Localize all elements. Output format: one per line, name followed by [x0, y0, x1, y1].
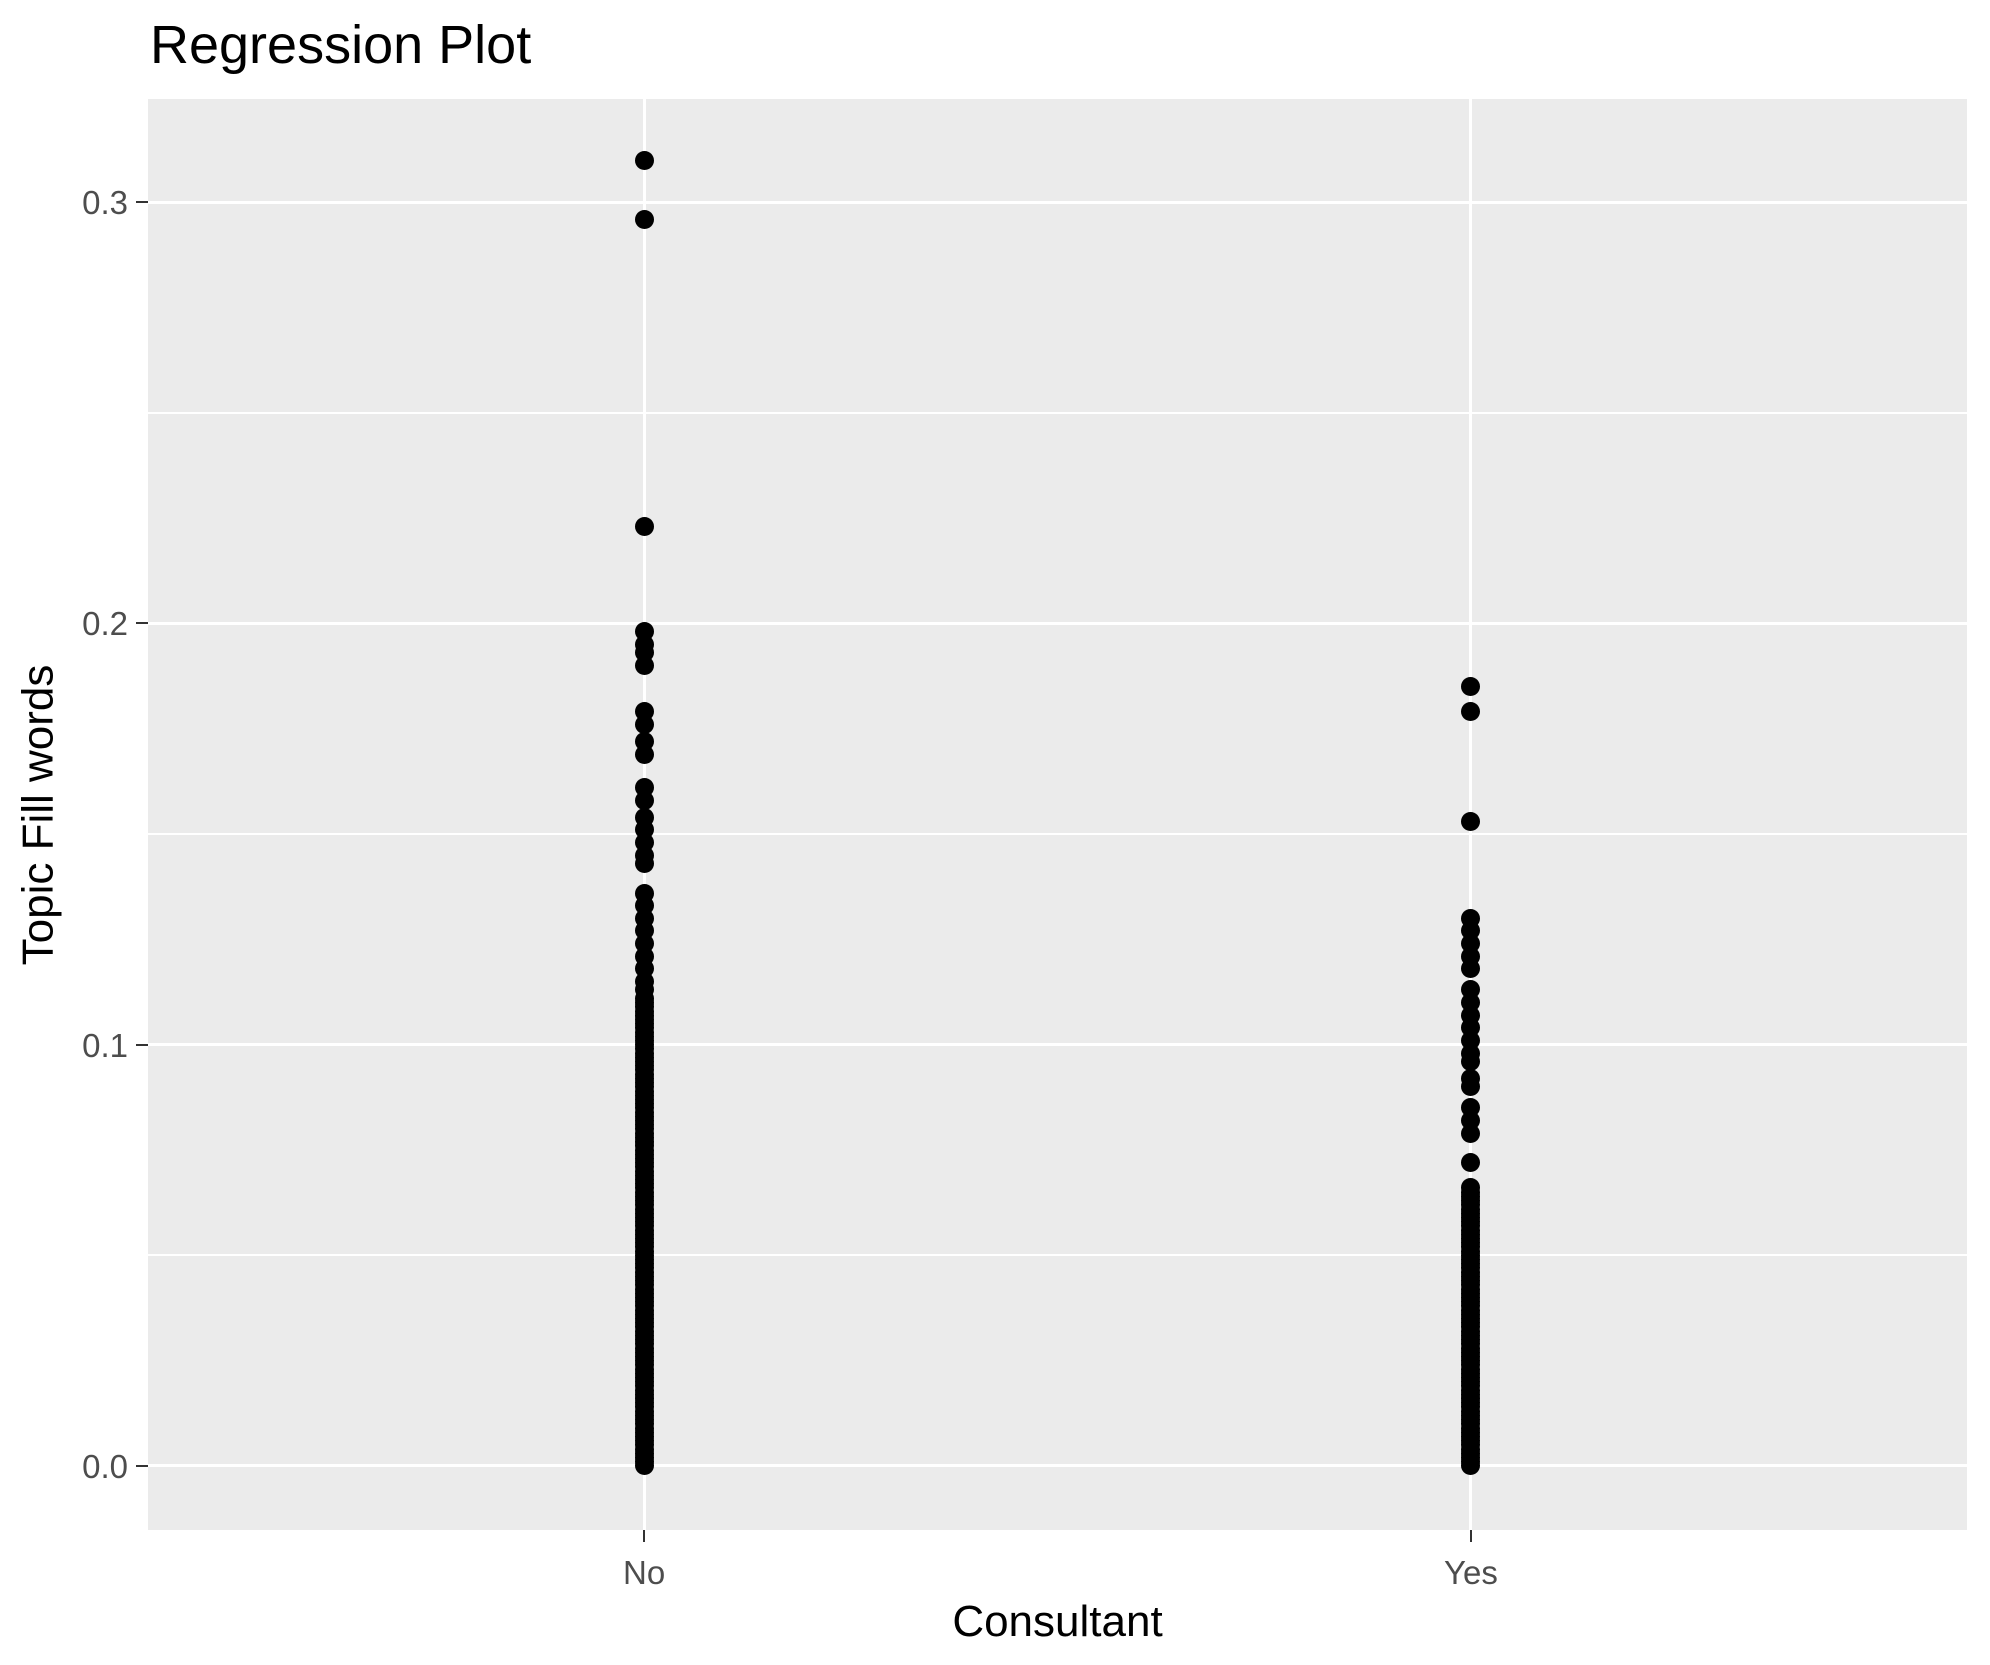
gridline-minor-y-0.15: [148, 833, 1967, 836]
x-axis-tick: [1469, 1530, 1472, 1542]
x-axis-title: Consultant: [952, 1597, 1163, 1646]
data-point: [634, 656, 654, 676]
gridline-minor-y-0.05: [148, 1254, 1967, 1257]
chart-title: Regression Plot: [150, 15, 532, 75]
x-axis-tick: [643, 1530, 646, 1542]
y-axis-title: Topic Fill words: [12, 664, 62, 965]
gridline-major-y-0.1: [148, 1043, 1967, 1047]
y-tick-label: 0.1: [82, 1026, 128, 1064]
gridline-major-y-0.0: [148, 1464, 1967, 1468]
data-point: [634, 517, 654, 537]
y-axis-tick: [136, 201, 148, 204]
data-point: [1461, 959, 1481, 979]
data-point: [634, 790, 654, 810]
y-axis-tick: [136, 622, 148, 625]
x-tick-label-no: No: [622, 1554, 666, 1591]
y-tick-label: 0.3: [82, 184, 128, 222]
gridline-major-y-0.2: [148, 621, 1967, 625]
data-point: [1461, 1123, 1481, 1143]
data-point: [634, 854, 654, 874]
data-point: [1461, 811, 1481, 831]
data-point: [1461, 677, 1481, 697]
data-point: [634, 744, 654, 764]
plot-panel: [148, 99, 1967, 1530]
y-tick-label: 0.0: [82, 1447, 128, 1485]
gridline-minor-y-0.25: [148, 411, 1967, 414]
gridline-major-y-0.3: [148, 200, 1967, 204]
x-tick-label-yes: Yes: [1443, 1554, 1498, 1591]
data-point: [1461, 702, 1481, 722]
data-point: [1461, 1077, 1481, 1097]
y-tick-label: 0.2: [82, 605, 128, 643]
data-point: [1461, 1153, 1481, 1173]
data-point: [634, 209, 654, 229]
data-point: [634, 1456, 654, 1476]
data-point: [634, 715, 654, 735]
data-point: [1461, 1456, 1481, 1476]
y-axis-tick: [136, 1464, 148, 1467]
y-axis-tick: [136, 1043, 148, 1046]
data-point: [634, 150, 654, 170]
data-point: [1461, 1052, 1481, 1072]
